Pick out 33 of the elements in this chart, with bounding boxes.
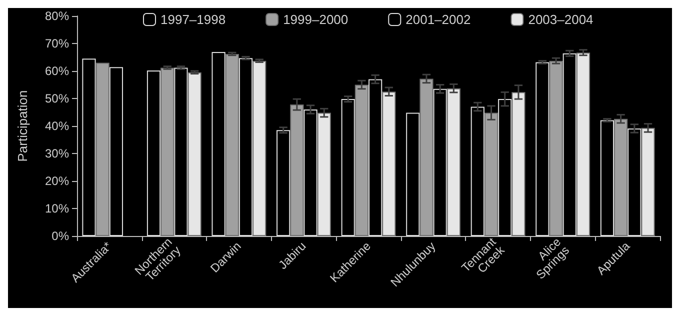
bar [614,118,628,236]
bar [484,112,498,236]
bar [160,68,174,236]
y-tick-label: 20% [44,174,70,188]
bar [96,62,110,236]
legend-label: 1999–2000 [283,12,348,27]
bar [549,60,563,236]
y-tick-label: 60% [44,64,70,78]
y-tick-label: 70% [44,36,70,50]
y-axis-title: Participation [15,90,30,162]
bar [354,84,368,236]
bar [276,130,290,236]
y-tick-label: 0% [52,229,70,243]
bar [420,78,434,236]
y-tick-label: 10% [44,202,70,216]
bar [146,70,161,236]
bar [341,99,355,236]
y-tick-label: 30% [44,146,70,160]
bar [82,58,96,236]
y-tick-label: 80% [44,9,70,23]
bar [109,67,123,236]
y-tick-label: 40% [44,119,70,133]
bar [470,106,484,236]
bar [406,112,420,236]
bar [600,120,614,236]
bar [212,52,226,236]
bar [536,62,550,236]
bar [290,104,304,236]
legend-label: 2001–2002 [406,12,471,27]
y-tick-label: 50% [44,92,70,106]
bar [225,54,239,236]
legend-label: 1997–1998 [160,12,226,27]
legend-label: 2003–2004 [528,12,594,27]
